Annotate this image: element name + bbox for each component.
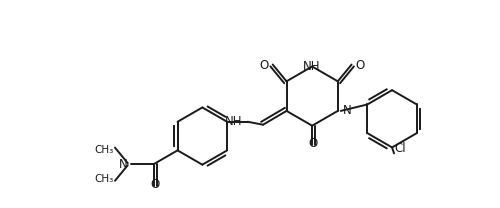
Text: O: O — [260, 59, 269, 72]
Text: NH: NH — [302, 60, 320, 73]
Text: N: N — [119, 158, 128, 171]
Text: O: O — [308, 137, 318, 150]
Text: N: N — [342, 104, 351, 117]
Text: NH: NH — [225, 115, 242, 128]
Text: O: O — [150, 178, 160, 191]
Text: CH₃: CH₃ — [94, 145, 114, 155]
Text: Cl: Cl — [394, 142, 406, 155]
Text: CH₃: CH₃ — [94, 174, 114, 184]
Text: O: O — [356, 59, 365, 72]
